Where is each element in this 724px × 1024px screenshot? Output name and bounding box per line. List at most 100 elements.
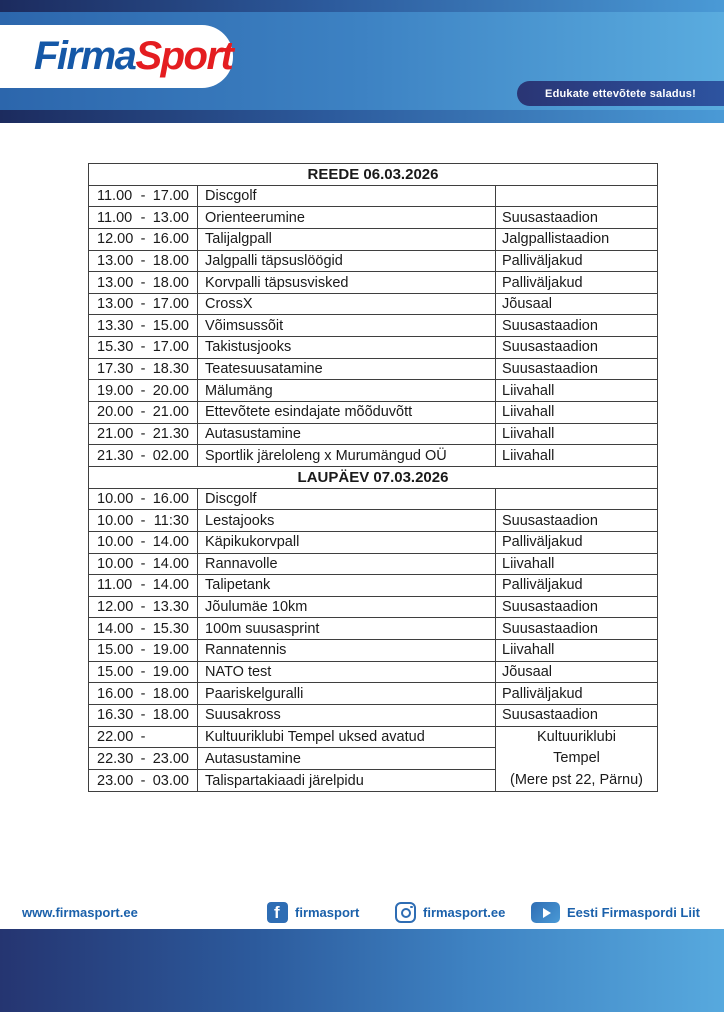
time-cell: 22.30-23.00 <box>88 747 198 771</box>
time-cell: 13.30-15.00 <box>88 314 198 338</box>
schedule-row: 10.00-14.00 Käpikukorvpall Palliväljakud <box>88 530 659 554</box>
time-separator: - <box>140 772 146 789</box>
time-cell: 11.00-17.00 <box>88 184 198 208</box>
schedule-row: 15.30-17.00 Takistusjooks Suusastaadion <box>88 336 659 359</box>
time-separator: - <box>140 577 146 594</box>
schedule-row: 10.00-14.00 Rannavolle Liivahall <box>88 552 659 576</box>
end-time: 15.00 <box>152 317 189 334</box>
time-cell: 19.00-20.00 <box>88 379 198 403</box>
time-separator: - <box>140 555 146 572</box>
activity-cell: Kultuuriklubi Tempel uksed avatud <box>197 725 496 749</box>
facebook-link[interactable]: firmasport <box>267 901 359 924</box>
time-cell: 10.00-14.00 <box>88 530 198 554</box>
schedule-row: 10.00-16.00 Discgolf <box>88 487 659 511</box>
schedule-row: 13.00-18.00 Korvpalli täpsusvisked Pallivä… <box>88 271 659 294</box>
end-time: 16.00 <box>152 490 189 507</box>
time-separator: - <box>140 685 146 702</box>
start-time: 11.00 <box>97 187 133 204</box>
day-header-row: REEDE 06.03.2026 <box>87 163 659 186</box>
activity-cell: Ettevõtete esindajate mõõduvõtt <box>197 401 496 424</box>
location-cell: Liivahall <box>494 444 659 467</box>
schedule-row: 22.00- Kultuuriklubi Tempel uksed avatud K… <box>88 725 659 793</box>
schedule-row: 11.00-17.00 Discgolf <box>88 184 659 208</box>
time-separator: - <box>140 317 146 334</box>
tagline-text: Edukate ettevõtete saladus! <box>545 87 696 100</box>
activity-cell: Autasustamine <box>197 747 496 771</box>
time-separator: - <box>140 599 146 616</box>
time-cell: 17.30-18.30 <box>88 357 198 381</box>
end-time: 16.00 <box>152 231 189 248</box>
location-cell: Palliväljakud <box>494 271 659 294</box>
schedule-row: 12.00-16.00 Talijalgpall Jalgpallistaadion <box>88 227 659 251</box>
activity-cell: Jalgpalli täpsuslöögid <box>197 249 496 273</box>
time-separator: - <box>140 231 146 248</box>
location-cell: Suusastaadion <box>494 509 659 532</box>
time-separator: - <box>140 642 146 659</box>
end-time: 13.00 <box>152 209 189 226</box>
time-cell: 16.00-18.00 <box>88 682 198 706</box>
start-time: 21.30 <box>97 447 134 464</box>
end-time: 15.30 <box>152 620 189 637</box>
start-time: 19.00 <box>97 382 134 399</box>
instagram-link[interactable]: firmasport.ee <box>395 901 505 924</box>
youtube-link[interactable]: Eesti Firmaspordi Liit <box>531 901 700 924</box>
schedule-row: 14.00-15.30 100m suusasprint Suusastaadion <box>88 617 659 641</box>
start-time: 13.30 <box>97 317 134 334</box>
end-time: 19.00 <box>152 664 189 681</box>
schedule-table-body: REEDE 06.03.2026 11.00-17.00 Discgolf 11.00… <box>87 163 659 793</box>
schedule-row: 11.00-13.00 Orienteerumine Suusastaadion <box>88 206 659 229</box>
location-cell: Suusastaadion <box>494 336 659 359</box>
time-cell: 13.00-18.00 <box>88 249 198 273</box>
end-time: 17.00 <box>152 296 189 313</box>
youtube-label: Eesti Firmaspordi Liit <box>567 905 700 920</box>
day-header-row: LAUPÄEV 07.03.2026 <box>87 465 659 489</box>
location-cell: Palliväljakud <box>494 249 659 273</box>
start-time: 16.30 <box>97 707 134 724</box>
time-separator: - <box>140 187 146 204</box>
time-separator: - <box>140 707 146 724</box>
activity-cell: Discgolf <box>197 184 496 208</box>
time-separator: - <box>140 296 146 313</box>
activity-cell: Teatesuusatamine <box>197 357 496 381</box>
start-time: 22.30 <box>97 750 134 767</box>
website-link[interactable]: www.firmasport.ee <box>22 901 138 924</box>
start-time: 12.00 <box>97 599 134 616</box>
time-cell: 21.30-02.00 <box>88 444 198 467</box>
location-cell <box>494 487 659 511</box>
schedule-row: 13.30-15.00 Võimsussõit Suusastaadion <box>88 314 659 338</box>
time-cell: 15.00-19.00 <box>88 660 198 684</box>
end-time: 17.00 <box>152 339 189 356</box>
footer-links-row: www.firmasport.ee firmasport firmasport.… <box>0 901 724 924</box>
schedule-section: REEDE 06.03.2026 11.00-17.00 Discgolf 11.00… <box>87 163 659 793</box>
start-time: 15.00 <box>97 642 134 659</box>
schedule-row: 16.30-18.00 Suusakross Suusastaadion <box>88 704 659 727</box>
activity-cell: Talijalgpall <box>197 227 496 251</box>
location-cell: Suusastaadion <box>494 617 659 641</box>
end-time: 03.00 <box>152 772 189 789</box>
start-time: 10.00 <box>97 555 134 572</box>
time-cell: 10.00-16.00 <box>88 487 198 511</box>
tagline-pill: Edukate ettevõtete saladus! <box>517 81 724 106</box>
venue-line: (Mere pst 22, Pärnu) <box>510 771 643 788</box>
time-cell: 14.00-15.30 <box>88 617 198 641</box>
start-time: 13.00 <box>97 252 134 269</box>
start-time: 21.00 <box>97 426 134 442</box>
location-cell: Liivahall <box>494 379 659 403</box>
location-cell <box>494 184 659 208</box>
activity-cell: Jõulumäe 10km <box>197 595 496 619</box>
end-time: 23.00 <box>152 750 189 767</box>
end-time: 18.00 <box>152 274 189 291</box>
start-time: 11.00 <box>97 209 133 226</box>
footer-gradient-band <box>0 929 724 1012</box>
location-cell: Suusastaadion <box>494 206 659 229</box>
logo-container: FirmaSport <box>0 25 234 88</box>
end-time: 14.00 <box>152 577 189 594</box>
time-separator: - <box>140 274 146 291</box>
time-cell: 13.00-17.00 <box>88 292 198 316</box>
start-time: 16.00 <box>97 685 134 702</box>
end-time: 13.30 <box>152 599 189 616</box>
start-time: 15.30 <box>97 339 134 356</box>
start-time: 15.00 <box>97 664 134 681</box>
time-separator: - <box>140 620 146 637</box>
start-time: 13.00 <box>97 274 134 291</box>
